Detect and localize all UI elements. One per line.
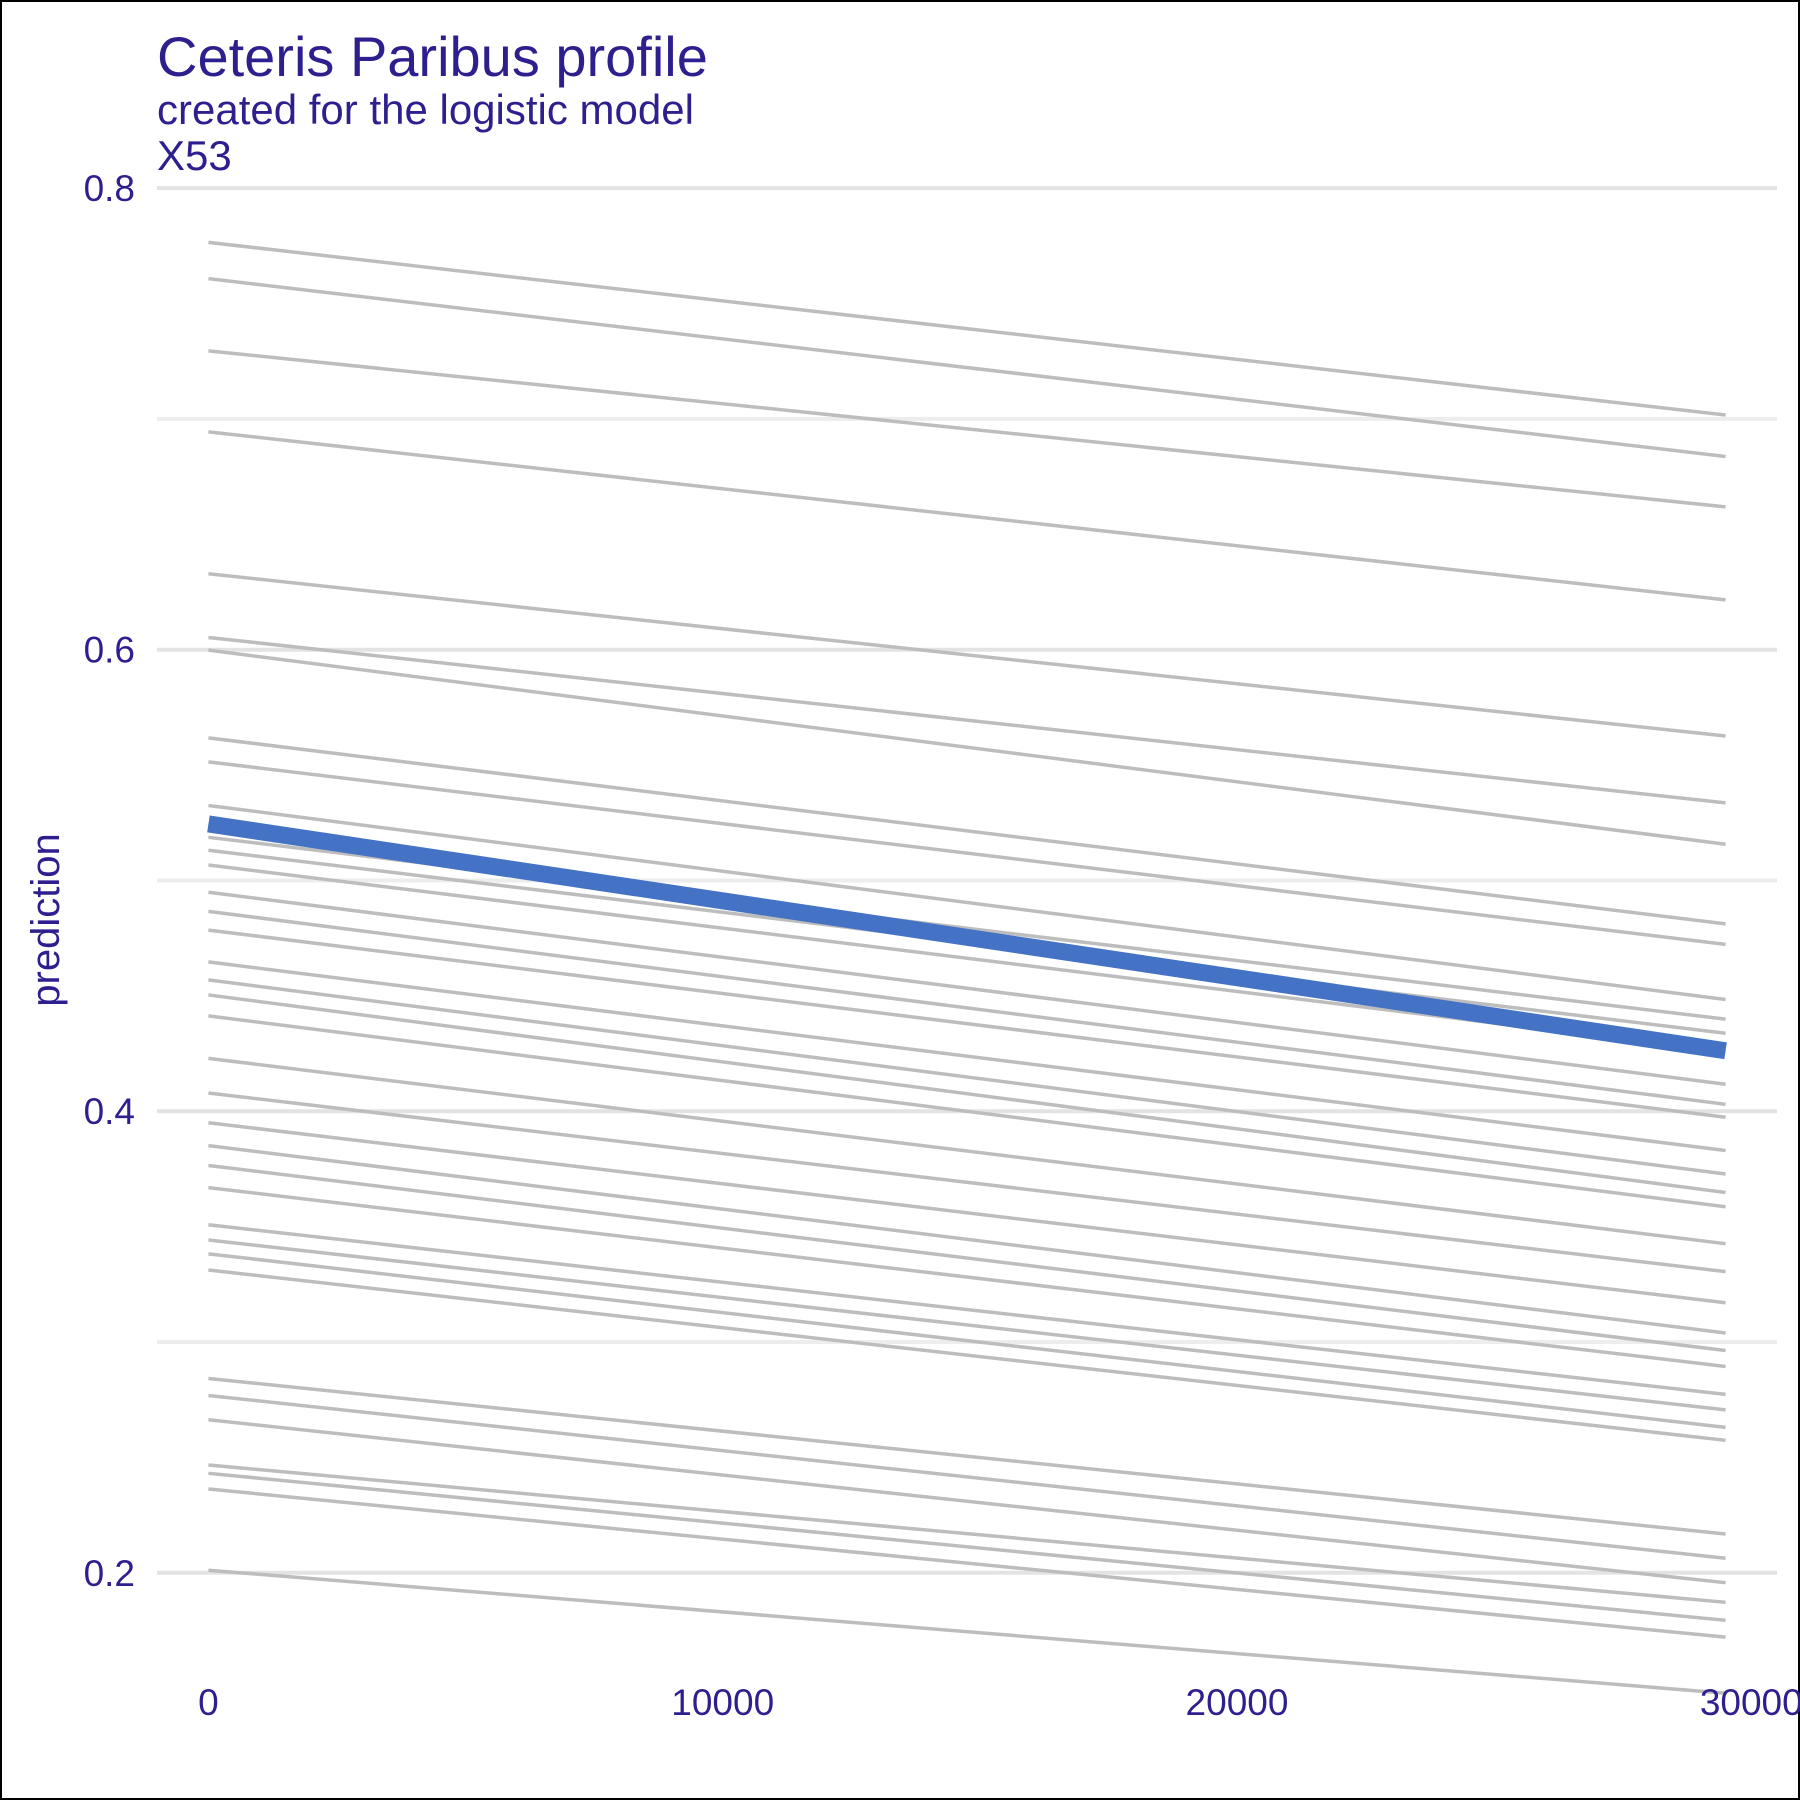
y-tick-label: 0.8 bbox=[84, 168, 135, 209]
profile-line-36 bbox=[208, 1487, 1726, 1639]
profile-line-14 bbox=[208, 890, 1726, 1086]
grid-layer bbox=[157, 186, 1777, 1575]
profile-line-16 bbox=[208, 928, 1726, 1119]
profile-line-34 bbox=[208, 1463, 1726, 1605]
profile-line-37 bbox=[208, 1568, 1726, 1695]
profile-line-24 bbox=[208, 1143, 1726, 1335]
chart-subtitle: created for the logistic model bbox=[157, 86, 694, 133]
profile-line-30 bbox=[208, 1268, 1726, 1443]
y-tick-label: 0.2 bbox=[84, 1553, 135, 1594]
profile-line-4 bbox=[208, 430, 1726, 602]
profile-line-29 bbox=[208, 1252, 1726, 1430]
profile-line-25 bbox=[208, 1163, 1726, 1353]
y-axis-label: prediction bbox=[24, 833, 68, 1006]
profile-line-1 bbox=[208, 240, 1726, 417]
chart-title: Ceteris Paribus profile bbox=[157, 25, 708, 88]
panel-label: X53 bbox=[157, 132, 232, 179]
profile-line-7 bbox=[208, 648, 1726, 846]
profile-line-31 bbox=[208, 1376, 1726, 1536]
profile-line-27 bbox=[208, 1223, 1726, 1397]
y-tick-label: 0.6 bbox=[84, 630, 135, 671]
profile-line-5 bbox=[208, 572, 1726, 738]
profile-line-23 bbox=[208, 1121, 1726, 1305]
profiles-layer bbox=[208, 240, 1726, 1695]
profile-line-10 bbox=[208, 803, 1726, 1002]
x-tick-label: 30000 bbox=[1700, 1682, 1800, 1723]
highlighted-profile-line bbox=[207, 815, 1727, 1060]
profile-line-19 bbox=[208, 993, 1726, 1195]
profile-line-21 bbox=[208, 1056, 1726, 1246]
x-tick-labels: 0 10000 20000 30000 bbox=[198, 1682, 1800, 1723]
profile-line-6 bbox=[208, 635, 1726, 805]
profile-line-20 bbox=[208, 1014, 1726, 1209]
highlight-layer bbox=[207, 815, 1727, 1060]
profile-line-2 bbox=[208, 276, 1726, 459]
y-tick-label: 0.4 bbox=[84, 1091, 135, 1132]
y-tick-labels: 0.2 0.4 0.6 0.8 bbox=[84, 168, 135, 1594]
profile-line-8 bbox=[208, 736, 1726, 926]
x-tick-label: 20000 bbox=[1186, 1682, 1289, 1723]
profile-line-9 bbox=[208, 760, 1726, 947]
profile-line-33 bbox=[208, 1418, 1726, 1585]
profile-line-3 bbox=[208, 349, 1726, 509]
profile-line-32 bbox=[208, 1393, 1726, 1560]
profile-line-28 bbox=[208, 1238, 1726, 1412]
profile-line-26 bbox=[208, 1185, 1726, 1369]
profile-line-17 bbox=[208, 960, 1726, 1153]
profile-line-22 bbox=[208, 1091, 1726, 1274]
x-tick-label: 10000 bbox=[671, 1682, 774, 1723]
profile-line-18 bbox=[208, 978, 1726, 1176]
x-tick-label: 0 bbox=[198, 1682, 219, 1723]
profile-line-15 bbox=[208, 909, 1726, 1107]
profile-line-35 bbox=[208, 1471, 1726, 1623]
